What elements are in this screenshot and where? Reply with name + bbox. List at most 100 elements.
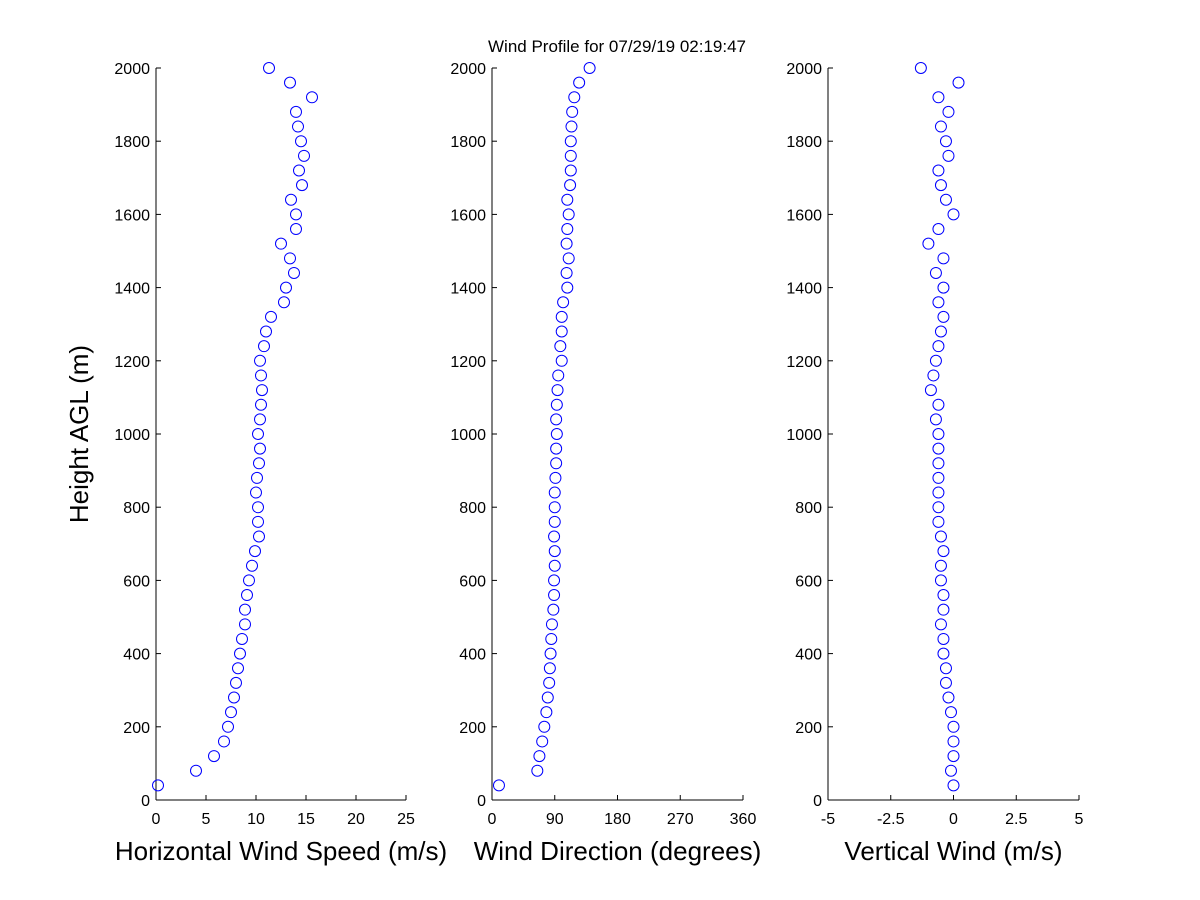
data-point [932,164,945,177]
data-point [929,413,942,426]
data-point [924,384,937,397]
x-tick-label: -2.5 [877,811,905,828]
data-point [942,691,955,704]
data-point [222,720,234,733]
data-point [540,706,553,719]
data-point [249,545,261,558]
y-tick-label: 1000 [786,427,822,444]
data-point [937,632,950,645]
data-point [492,779,505,792]
data-point [932,296,945,309]
data-point [561,223,574,236]
data-point [939,135,952,148]
y-tick-label: 800 [123,500,150,517]
data-point [218,735,230,748]
y-tick-label: 0 [813,793,822,810]
data-point [252,501,264,514]
data-point [306,91,318,104]
data-point [545,632,558,645]
x-tick-label: -5 [821,811,835,828]
data-point [548,559,561,572]
data-point [228,691,240,704]
data-point [254,354,266,367]
data-point [929,354,942,367]
data-point [255,369,267,382]
data-point [555,310,568,323]
data-point [555,354,568,367]
y-axis-label: Height AGL (m) [64,345,94,523]
data-point [252,428,264,440]
data-point [944,764,957,777]
data-point [536,735,549,748]
data-point [544,647,557,660]
data-point [278,296,290,309]
data-point [260,325,272,338]
data-point [932,398,945,411]
data-point [937,589,950,602]
data-point [232,662,244,675]
x-tick-label: 5 [202,811,211,828]
data-point [190,764,202,777]
y-tick-label: 1600 [786,207,822,224]
data-point [292,120,304,133]
x-axis-label: Wind Direction (degrees) [474,836,762,866]
data-point [550,398,563,411]
x-tick-label: 0 [488,811,497,828]
data-point [298,149,310,162]
data-point [573,76,586,89]
data-point [942,105,955,118]
data-point [241,589,253,602]
data-point [243,574,255,587]
x-tick-label: 20 [347,811,365,828]
y-tick-label: 600 [459,573,486,590]
data-point [253,530,265,543]
y-tick-label: 200 [795,720,822,737]
data-point [932,486,945,499]
data-point [254,413,266,426]
y-tick-label: 1400 [114,281,150,298]
y-tick-label: 1800 [114,134,150,151]
data-point [548,515,561,528]
data-point [255,398,267,411]
data-point [265,310,277,323]
data-point [952,76,965,89]
x-axis-label: Vertical Wind (m/s) [844,836,1062,866]
data-point [932,428,945,440]
data-point [290,105,302,118]
data-point [560,266,573,279]
data-point [564,179,577,192]
data-point [932,442,945,455]
y-tick-label: 1800 [786,134,822,151]
data-point [152,779,164,792]
data-point [250,486,262,499]
data-point [234,647,246,660]
data-point [541,691,554,704]
y-tick-label: 1000 [450,427,486,444]
y-tick-label: 1600 [450,207,486,224]
data-point [947,208,960,221]
data-point [934,530,947,543]
data-point [947,735,960,748]
data-point [932,457,945,470]
data-point [937,603,950,616]
data-point [927,369,940,382]
data-point [932,91,945,104]
data-point [533,750,546,763]
data-point [545,618,558,631]
y-tick-label: 800 [459,500,486,517]
data-point [263,62,275,74]
data-point [557,296,570,309]
data-point [252,515,264,528]
data-point [554,340,567,353]
data-point [548,574,561,587]
data-point [934,120,947,133]
data-point [254,442,266,455]
x-axis-label: Horizontal Wind Speed (m/s) [115,836,447,866]
x-tick-label: 5 [1075,811,1084,828]
data-point [934,325,947,338]
data-point [543,662,556,675]
data-point [566,105,579,118]
data-point [934,179,947,192]
data-point [552,369,565,382]
